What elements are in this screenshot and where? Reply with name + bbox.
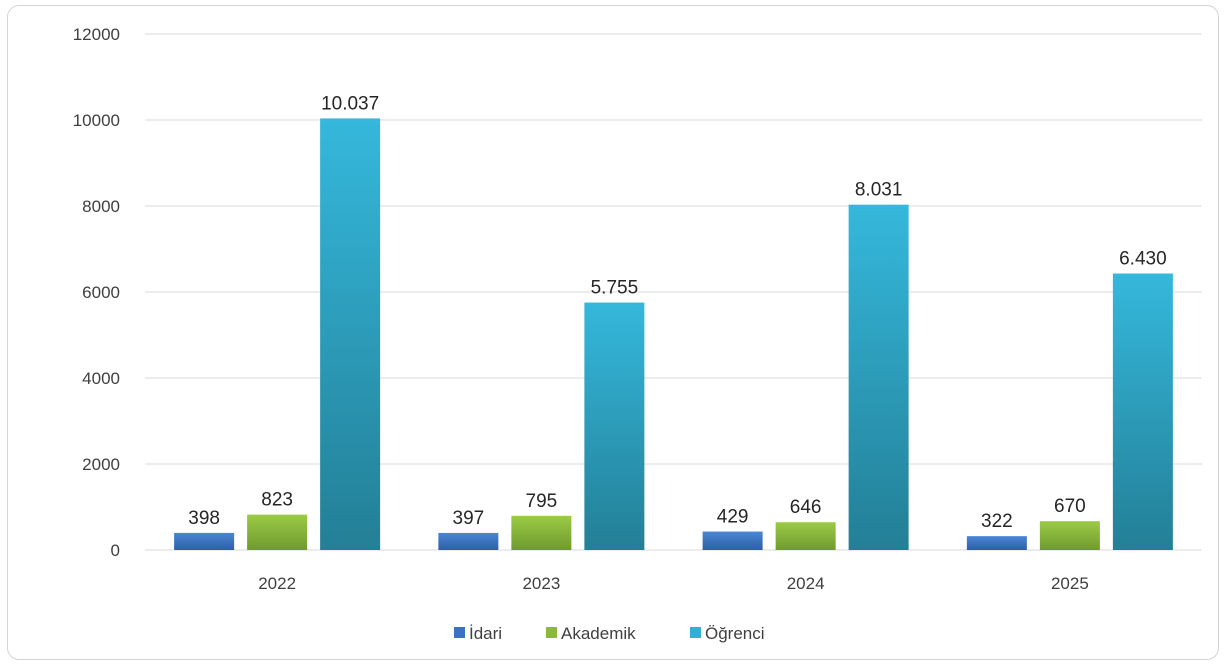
x-tick-label: 2024 — [787, 574, 825, 593]
x-tick-label: 2025 — [1051, 574, 1089, 593]
bar-akademik-2023 — [511, 515, 572, 550]
data-label: 10.037 — [321, 93, 379, 114]
legend-swatch — [546, 627, 557, 638]
legend: İdari Akademik Öğrenci — [454, 624, 765, 643]
y-tick-label: 2000 — [82, 455, 120, 474]
bar-akademik-2024 — [775, 522, 836, 550]
legend-swatch — [454, 627, 465, 638]
data-label: 823 — [261, 490, 293, 511]
legend-label: Öğrenci — [705, 624, 765, 643]
legend-swatch — [690, 627, 701, 638]
data-labels: 398 823 10.037 397 795 5.755 429 646 8.031 322 670… — [188, 93, 1166, 532]
data-label: 646 — [790, 497, 822, 518]
y-tick-label: 4000 — [82, 369, 120, 388]
y-tick-label: 12000 — [73, 25, 120, 44]
legend-label: Akademik — [561, 624, 636, 643]
bar-ogrenci-2023 — [584, 302, 645, 550]
y-tick-label: 6000 — [82, 283, 120, 302]
data-label: 429 — [717, 507, 749, 528]
data-label: 397 — [453, 508, 485, 529]
data-label: 670 — [1054, 496, 1086, 517]
y-tick-label: 8000 — [82, 197, 120, 216]
bar-idari-2024 — [702, 531, 763, 550]
bar-idari-2023 — [438, 532, 499, 550]
y-tick-label: 10000 — [73, 111, 120, 130]
data-label: 795 — [526, 491, 558, 512]
bar-ogrenci-2024 — [848, 204, 909, 551]
bar-idari-2022 — [174, 532, 235, 550]
data-label: 398 — [188, 508, 220, 529]
bars — [174, 118, 1173, 551]
bar-idari-2025 — [966, 536, 1027, 550]
bar-ogrenci-2025 — [1112, 273, 1173, 550]
data-label: 6.430 — [1119, 249, 1167, 270]
x-tick-label: 2022 — [258, 574, 296, 593]
bar-akademik-2022 — [247, 514, 308, 550]
y-tick-label: 0 — [111, 541, 120, 560]
data-label: 8.031 — [855, 180, 903, 201]
legend-label: İdari — [469, 624, 502, 643]
data-label: 322 — [981, 511, 1013, 532]
bar-ogrenci-2022 — [320, 118, 381, 550]
data-label: 5.755 — [591, 278, 639, 299]
bar-akademik-2025 — [1039, 521, 1100, 550]
y-axis-ticks: 0 2000 4000 6000 8000 10000 12000 — [73, 25, 120, 560]
x-axis-ticks: 2022 2023 2024 2025 — [258, 574, 1089, 593]
x-tick-label: 2023 — [522, 574, 560, 593]
gridlines — [145, 33, 1202, 551]
